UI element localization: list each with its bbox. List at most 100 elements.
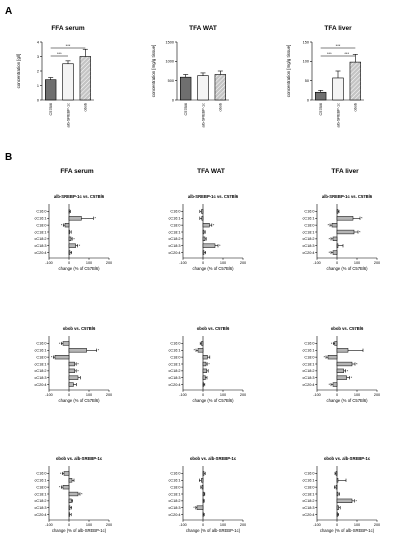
category-label: cC18:3	[168, 506, 180, 510]
column-title: TFA WAT	[197, 168, 225, 175]
x-tick-label: 100	[220, 261, 226, 265]
significance-label: ***	[344, 51, 349, 56]
bar	[54, 355, 70, 360]
bar	[336, 216, 354, 221]
bar	[68, 375, 79, 380]
bar	[332, 250, 338, 255]
category-label: C18:0	[304, 223, 314, 227]
bar	[201, 209, 204, 214]
significance-star: *	[219, 243, 221, 248]
x-axis-label: change (% of C57Bl6)	[327, 398, 369, 403]
category-label: C16:0	[36, 342, 46, 346]
y-axis-label: concentration [mg/g tissue]	[151, 45, 156, 97]
significance-star: *	[328, 236, 330, 241]
bar	[44, 79, 57, 101]
bar	[335, 471, 338, 476]
x-tick-label: alb-SREBP-1c	[201, 103, 205, 128]
bar	[68, 250, 71, 255]
bar	[68, 243, 76, 248]
y-tick-label: 100	[303, 60, 309, 64]
x-tick-label: 200	[240, 523, 246, 527]
category-label: cC18:2	[168, 369, 180, 373]
category-label: cC18:2	[168, 499, 180, 503]
chart-subtitle: obob vs. C57Bl6	[331, 326, 364, 331]
x-tick-label: 0	[336, 261, 338, 265]
vbar-chart: FFA serum 0 1 2 3 4 concentration [g/l] C57Bl6 a…	[16, 25, 94, 127]
x-axis-label: change (% of C57Bl6)	[193, 266, 235, 271]
y-tick-label: 0	[37, 98, 39, 102]
bar	[202, 243, 216, 248]
hbar-chart: TFA liver alb-SREBP-1c vs. C57Bl6 -100 0 100…	[302, 168, 380, 271]
category-label: cC18:1	[34, 492, 46, 496]
category-label: C16:0	[304, 472, 314, 476]
x-tick-label: -100	[179, 393, 187, 397]
significance-star: *	[323, 355, 325, 360]
significance-label: ***	[327, 51, 332, 56]
x-tick-label: 200	[374, 261, 380, 265]
chart-subtitle: obob vs. alb-SREBP-1c	[324, 456, 371, 461]
category-label: cC16:1	[168, 349, 180, 353]
x-tick-label: 0	[68, 523, 70, 527]
significance-star: *	[79, 243, 81, 248]
y-tick-label: 150	[303, 40, 309, 44]
significance-star: *	[347, 368, 349, 373]
category-label: cC18:2	[168, 237, 180, 241]
bar	[336, 348, 349, 353]
bar	[214, 74, 227, 101]
category-label: cC18:3	[34, 244, 46, 248]
y-tick-label: 500	[168, 79, 174, 83]
category-label: cC20:4	[168, 513, 180, 517]
category-label: cC16:1	[34, 217, 46, 221]
chart-title: TFA WAT	[189, 25, 217, 32]
column-title: TFA liver	[331, 168, 359, 175]
x-tick-label: 0	[202, 523, 204, 527]
significance-star: *	[328, 250, 330, 255]
category-label: cC18:3	[302, 506, 314, 510]
bar	[201, 485, 204, 490]
category-label: cC18:2	[302, 499, 314, 503]
hbar-chart: TFA WAT alb-SREBP-1c vs. C57Bl6 -100 0 100 20…	[168, 168, 246, 271]
bar	[331, 223, 338, 228]
category-label: cC16:1	[302, 479, 314, 483]
y-tick-label: 2	[37, 69, 39, 73]
significance-star: *	[77, 368, 79, 373]
bar	[336, 361, 353, 367]
bar	[314, 91, 327, 101]
x-tick-label: -100	[45, 393, 53, 397]
significance-star: *	[193, 348, 195, 353]
y-tick-label: 3	[37, 55, 39, 59]
bar	[196, 505, 204, 510]
bar	[202, 368, 207, 373]
bar	[201, 216, 204, 221]
category-label: cC18:1	[34, 362, 46, 366]
significance-star: *	[359, 229, 361, 234]
bar	[349, 61, 362, 101]
bar	[336, 375, 347, 380]
bar	[68, 478, 73, 483]
x-axis-label: change (% of alb-SREBP-1c)	[320, 528, 375, 533]
y-tick-label: 1500	[166, 40, 174, 44]
x-tick-label: obob	[219, 103, 223, 111]
bar	[336, 229, 355, 235]
bar	[336, 368, 344, 373]
chart-subtitle: obob vs. alb-SREBP-1c	[56, 456, 103, 461]
x-axis-label: change (% of C57Bl6)	[59, 398, 101, 403]
significance-star: *	[77, 361, 79, 366]
x-tick-label: -100	[179, 523, 187, 527]
bar	[64, 223, 70, 228]
x-tick-label: 100	[86, 393, 92, 397]
bar	[68, 512, 70, 517]
charts-container: FFA serum 0 1 2 3 4 concentration [g/l] C57Bl6 a…	[16, 25, 380, 533]
category-label: C16:0	[36, 472, 46, 476]
bar	[197, 348, 204, 353]
column-title: FFA serum	[60, 168, 94, 175]
y-tick-label: 0	[307, 98, 309, 102]
x-axis-label: change (% of alb-SREBP-1c)	[186, 528, 241, 533]
vbar-chart: TFA WAT 0 500 1000 1500 concentration [mg/g t…	[151, 25, 229, 127]
bar	[336, 505, 339, 510]
category-label: cC20:4	[168, 383, 180, 387]
bar	[201, 341, 204, 346]
bar	[68, 505, 71, 510]
